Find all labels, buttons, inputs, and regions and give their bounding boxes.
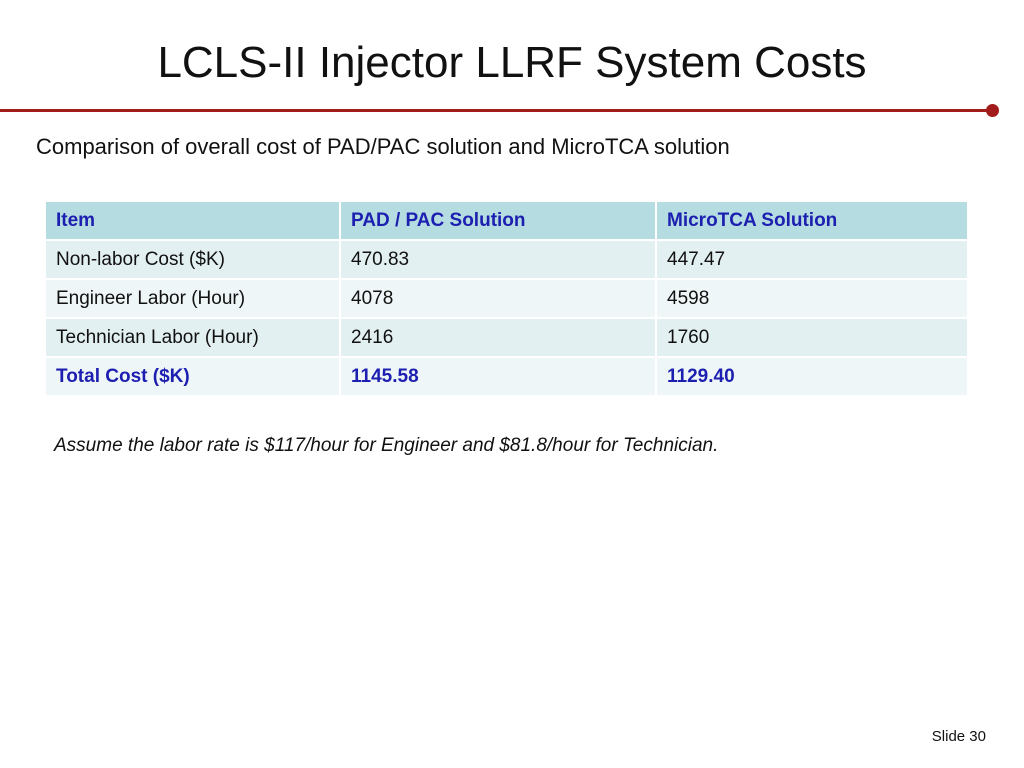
pad-pac-value: 4078 [340, 279, 657, 319]
divider-dot [986, 104, 999, 117]
pad-pac-value: 1145.58 [340, 357, 657, 397]
microtca-value: 4598 [656, 279, 969, 319]
microtca-value: 447.47 [656, 240, 969, 280]
table-row: Technician Labor (Hour) 2416 1760 [46, 318, 969, 358]
pad-pac-value: 2416 [340, 318, 657, 358]
slide-subtitle: Comparison of overall cost of PAD/PAC so… [36, 134, 730, 159]
labor-rate-note: Assume the labor rate is $117/hour for E… [54, 435, 719, 456]
table-row: Non-labor Cost ($K) 470.83 447.47 [46, 240, 969, 280]
total-row: Total Cost ($K) 1145.58 1129.40 [46, 357, 969, 397]
slide-title: LCLS-II Injector LLRF System Costs [157, 38, 867, 87]
row-label: Engineer Labor (Hour) [46, 279, 341, 319]
pad-pac-value: 470.83 [340, 240, 657, 280]
row-label: Total Cost ($K) [46, 357, 341, 397]
title-divider [0, 109, 988, 112]
cost-comparison-table: Item PAD / PAC Solution MicroTCA Solutio… [46, 202, 969, 397]
header-item: Item [46, 202, 341, 241]
microtca-value: 1760 [656, 318, 969, 358]
table-header-row: Item PAD / PAC Solution MicroTCA Solutio… [46, 202, 969, 241]
header-microtca-solution: MicroTCA Solution [656, 202, 969, 241]
header-pad-pac-solution: PAD / PAC Solution [340, 202, 657, 241]
table-row: Engineer Labor (Hour) 4078 4598 [46, 279, 969, 319]
row-label: Technician Labor (Hour) [46, 318, 341, 358]
microtca-value: 1129.40 [656, 357, 969, 397]
row-label: Non-labor Cost ($K) [46, 240, 341, 280]
slide-number: Slide 30 [931, 728, 986, 745]
